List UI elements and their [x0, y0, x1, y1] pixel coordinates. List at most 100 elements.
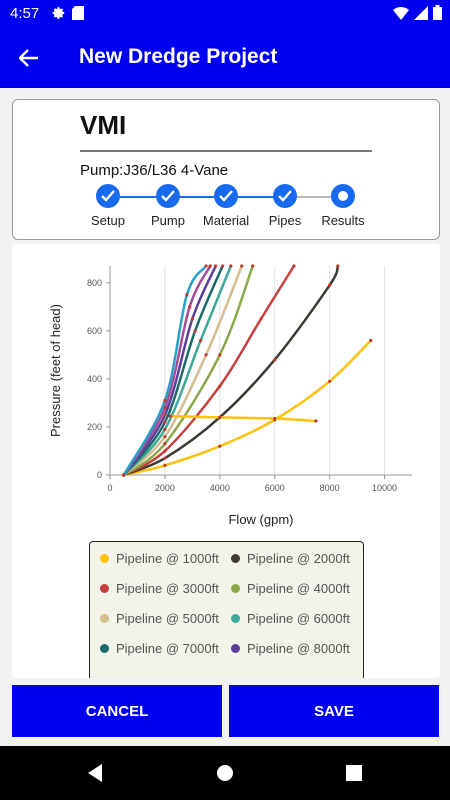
save-button[interactable]: SAVE	[229, 685, 439, 737]
data-point	[168, 414, 172, 418]
data-point	[122, 473, 126, 477]
content-area: VMI Pump:J36/L36 4-Vane Setup Pump Mater…	[0, 88, 450, 746]
step-results[interactable]: Results	[303, 184, 383, 228]
app-bar: New Dredge Project	[0, 27, 450, 88]
legend-dot	[231, 614, 240, 623]
x-tick-label: 4000	[210, 483, 230, 493]
data-point	[314, 419, 318, 423]
step-pump[interactable]: Pump	[128, 184, 208, 228]
step-pipes[interactable]: Pipes	[245, 184, 325, 228]
data-point	[328, 283, 332, 287]
back-button[interactable]	[14, 43, 44, 73]
data-point	[163, 463, 167, 467]
wifi-icon	[393, 6, 409, 20]
check-icon	[96, 184, 120, 208]
project-name: VMI	[80, 110, 127, 140]
home-circle-icon[interactable]	[213, 761, 237, 785]
series-line	[122, 266, 224, 475]
y-axis-label: Pressure (feet of head)	[48, 304, 63, 437]
data-point	[218, 444, 222, 448]
legend-dot	[231, 584, 240, 593]
legend-label: Pipeline @ 1000ft	[116, 551, 219, 566]
legend-label: Pipeline @ 5000ft	[116, 611, 219, 626]
data-point	[369, 338, 373, 343]
data-point	[273, 416, 277, 421]
data-point	[229, 264, 233, 268]
data-point	[163, 442, 167, 446]
legend-item: Pipeline @ 2000ft	[231, 551, 350, 566]
data-point	[163, 406, 167, 410]
series-line	[122, 266, 254, 475]
data-point	[292, 264, 296, 268]
data-point	[204, 353, 208, 357]
check-icon	[273, 184, 297, 208]
data-point	[204, 264, 208, 268]
legend-item: Pipeline @ 6000ft	[231, 611, 350, 626]
legend-item: Pipeline @ 7000ft	[100, 641, 219, 656]
name-underline	[80, 150, 372, 152]
data-point	[163, 456, 167, 460]
check-icon	[214, 184, 238, 208]
x-tick-label: 8000	[320, 483, 340, 493]
legend-label: Pipeline @ 4000ft	[247, 581, 350, 596]
data-point	[163, 413, 167, 417]
legend-item: Pipeline @ 1000ft	[100, 551, 219, 566]
data-point	[163, 449, 167, 453]
legend-label: Pipeline @ 6000ft	[247, 611, 350, 626]
data-point	[214, 264, 218, 268]
step-connector	[296, 196, 342, 198]
data-point	[163, 427, 167, 431]
x-tick-label: 6000	[265, 483, 285, 493]
data-point	[163, 434, 167, 439]
legend-item: Pipeline @ 3000ft	[100, 581, 219, 596]
arrow-back-icon	[19, 49, 38, 67]
step-setup[interactable]: Setup	[68, 184, 148, 228]
legend-label: Pipeline @ 3000ft	[116, 581, 219, 596]
data-point	[208, 264, 212, 268]
y-tick-label: 0	[97, 470, 102, 480]
legend-dot	[231, 554, 240, 563]
series-line	[170, 414, 316, 423]
step-connector	[179, 196, 225, 198]
data-point	[185, 293, 189, 297]
data-point	[199, 338, 203, 343]
cancel-button[interactable]: CANCEL	[12, 685, 222, 737]
step-material[interactable]: Material	[186, 184, 266, 228]
chart-card: 0 2000 4000 6000 8000 10000 0 200 400 600 800 Flow …	[12, 244, 440, 678]
y-tick-label: 800	[87, 278, 102, 288]
step-label: Results	[321, 213, 365, 228]
app-title: New Dredge Project	[79, 45, 278, 68]
series-line	[122, 266, 217, 475]
data-point	[273, 358, 277, 362]
series-line	[122, 266, 232, 475]
data-point	[163, 398, 167, 403]
back-triangle-icon[interactable]	[83, 761, 107, 785]
status-time: 4:57	[10, 5, 40, 22]
data-point	[251, 264, 255, 268]
pressure-flow-chart: 0 2000 4000 6000 8000 10000 0 200 400 600 800 Flow …	[48, 264, 412, 527]
recents-square-icon[interactable]	[342, 761, 366, 785]
chart-legend: Pipeline @ 1000ft Pipeline @ 2000ft Pipe…	[89, 541, 364, 678]
step-label: Material	[202, 213, 250, 228]
legend-label: Pipeline @ 8000ft	[247, 641, 350, 656]
data-point	[259, 317, 263, 321]
data-point	[336, 264, 340, 268]
legend-dot	[231, 644, 240, 653]
data-point	[240, 264, 244, 268]
pump-label: Pump:J36/L36 4-Vane	[80, 162, 229, 179]
legend-dot	[100, 644, 109, 653]
x-tick-label: 2000	[155, 483, 175, 493]
data-point	[193, 329, 197, 333]
step-label: Pipes	[268, 213, 302, 228]
sd-card-icon	[72, 6, 84, 20]
data-point	[190, 317, 194, 321]
project-card: VMI Pump:J36/L36 4-Vane Setup Pump Mater…	[12, 99, 440, 240]
data-point	[218, 415, 222, 419]
data-point	[163, 420, 167, 424]
legend-dot	[100, 554, 109, 563]
legend-item: Pipeline @ 4000ft	[231, 581, 350, 596]
legend-label: Pipeline @ 7000ft	[116, 641, 219, 656]
step-label: Pump	[151, 213, 185, 228]
status-bar: 4:57	[0, 0, 450, 27]
gear-icon	[52, 7, 65, 19]
